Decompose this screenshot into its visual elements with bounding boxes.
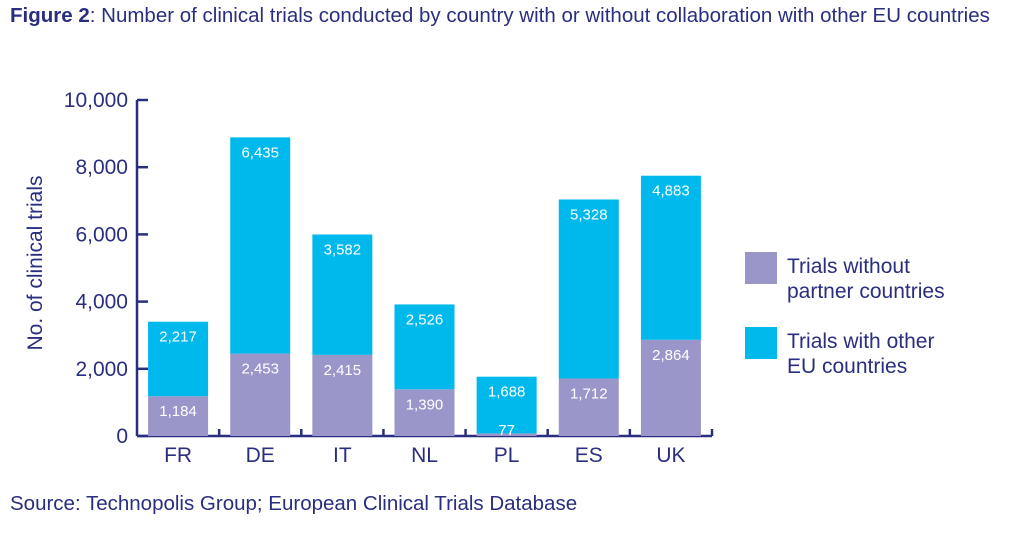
- legend-label: Trials with other: [787, 330, 934, 353]
- x-tick-label: FR: [164, 444, 192, 467]
- y-tick-label: 0: [116, 425, 128, 448]
- bar-segment-with-eu: [230, 137, 291, 354]
- bar-segment-with-eu: [640, 175, 701, 340]
- bar-segment-with-eu: [148, 321, 209, 397]
- y-tick-label: 8,000: [75, 156, 128, 179]
- legend-swatch-without-partner: [745, 252, 777, 284]
- data-label: 1,712: [570, 385, 608, 402]
- y-tick-label: 2,000: [75, 358, 128, 381]
- figure-label: Figure 2: [10, 4, 90, 27]
- data-label: 2,526: [406, 311, 444, 328]
- x-tick-label: ES: [575, 444, 603, 467]
- y-tick-label: 4,000: [75, 291, 128, 314]
- figure-caption: : Number of clinical trials conducted by…: [89, 4, 990, 27]
- bar-segment-without-partner: [558, 378, 619, 436]
- y-axis-title: No. of clinical trials: [24, 175, 47, 350]
- value-labels: 1,184 2,217 2,453 6,435 2,415 3,582 1,390 2,526…: [159, 144, 689, 439]
- bar-segment-with-eu: [476, 376, 537, 434]
- data-label: 1,390: [406, 396, 444, 413]
- bar-segment-without-partner: [394, 389, 455, 436]
- data-label: 6,435: [241, 144, 279, 161]
- y-tick-label: 10,000: [64, 89, 128, 112]
- bar-segment-without-partner: [230, 353, 291, 436]
- legend-swatch-with-eu: [745, 327, 777, 359]
- data-label: 5,328: [570, 206, 608, 223]
- data-label: 4,883: [652, 183, 690, 200]
- x-tick-label: NL: [411, 444, 438, 467]
- bar-segment-without-partner: [640, 339, 701, 436]
- data-label: 2,453: [241, 361, 279, 378]
- bar-segment-with-eu: [558, 199, 619, 379]
- data-label: 3,582: [324, 242, 362, 259]
- bar-segment-without-partner: [476, 433, 537, 436]
- bars: [148, 137, 701, 436]
- source-note: Source: Technopolis Group; European Clin…: [10, 492, 578, 515]
- data-label: 2,864: [652, 347, 690, 364]
- bar-segment-with-eu: [394, 304, 455, 390]
- legend-label: partner countries: [787, 280, 945, 303]
- legend-label: Trials without: [787, 255, 910, 278]
- y-tick-label: 6,000: [75, 223, 128, 246]
- x-tick-label: IT: [333, 444, 352, 467]
- figure-title: Figure 2: Number of clinical trials cond…: [10, 2, 1000, 29]
- data-label: 1,688: [488, 384, 526, 401]
- legend-label: EU countries: [787, 355, 907, 378]
- x-tick-label: PL: [494, 444, 520, 467]
- bar-segment-without-partner: [312, 354, 373, 436]
- bar-segment-with-eu: [312, 234, 373, 355]
- x-tick-label: DE: [246, 444, 275, 467]
- data-label: 1,184: [159, 403, 197, 420]
- bar-segment-without-partner: [148, 396, 209, 436]
- data-label: 2,415: [324, 362, 362, 379]
- data-label: 2,217: [159, 329, 197, 346]
- x-tick-label: UK: [656, 444, 685, 467]
- data-label: 77: [498, 422, 515, 439]
